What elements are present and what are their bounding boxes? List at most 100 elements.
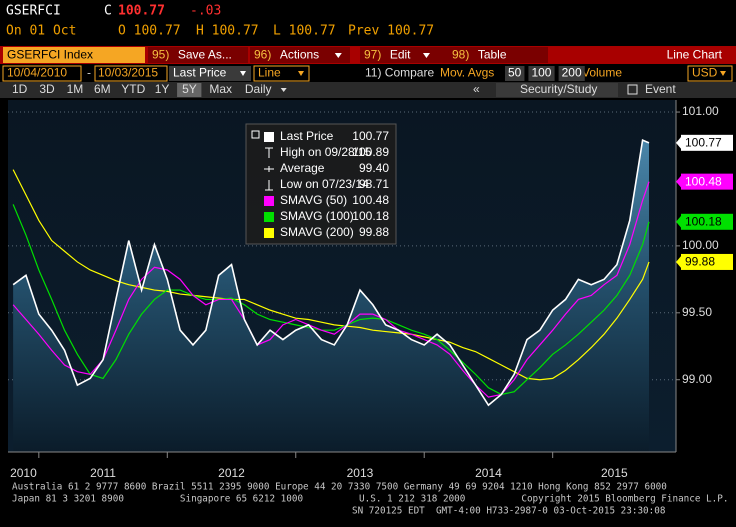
dropdown-arrow <box>298 71 304 76</box>
quote-date: On 01 Oct <box>6 24 76 39</box>
toolbar-button[interactable] <box>148 47 248 63</box>
style-select[interactable] <box>253 65 310 82</box>
currency[interactable]: USD <box>692 66 718 80</box>
legend-value: 99.88 <box>359 225 389 239</box>
toolbar-button[interactable] <box>360 47 460 63</box>
x-tick-label: 2015 <box>601 466 628 480</box>
ticker: GSERFCI <box>6 4 61 19</box>
security-field[interactable] <box>3 47 145 63</box>
footer-line: SN 720125 EDT GMT-4:00 H733-2987-0 03-Oc… <box>352 506 665 517</box>
period[interactable]: 50 <box>508 66 522 80</box>
period-box[interactable] <box>558 66 585 81</box>
legend-value: 100.18 <box>352 209 389 223</box>
legend-label: SMAVG (100) <box>280 209 354 223</box>
change: -.03 <box>190 4 221 19</box>
range[interactable]: 5Y <box>182 82 197 96</box>
button-number[interactable]: 96) <box>254 48 271 62</box>
end-label: 100.18 <box>685 214 722 228</box>
button-number[interactable]: 98) <box>452 48 469 62</box>
study[interactable]: Security/Study <box>520 82 597 96</box>
period[interactable]: 100 <box>531 66 551 80</box>
plot <box>8 111 676 452</box>
x-tick-label: 2013 <box>347 466 374 480</box>
button-label[interactable]: Actions <box>280 48 319 62</box>
series-line <box>12 204 650 396</box>
legend-label: High on 09/28/15 <box>280 145 372 159</box>
range[interactable]: YTD <box>121 82 145 96</box>
range[interactable]: 1Y <box>155 82 170 96</box>
legend-swatch <box>264 132 274 142</box>
view-name: Line Chart <box>667 48 723 62</box>
button-number[interactable]: 97) <box>364 48 381 62</box>
close-label: C <box>104 4 112 19</box>
dropdown-arrow <box>334 53 342 58</box>
toolbar-button[interactable] <box>448 47 548 63</box>
button-label[interactable]: Table <box>478 48 507 62</box>
end-label-box <box>681 173 733 190</box>
legend-swatch <box>264 228 274 238</box>
end-label-box <box>681 253 733 270</box>
dropdown-arrow <box>422 53 430 58</box>
x-tick-label: 2011 <box>90 466 116 480</box>
series-line <box>12 139 650 407</box>
currency-select[interactable] <box>687 65 733 82</box>
compare[interactable]: 11) Compare <box>365 66 434 80</box>
button-label[interactable]: Save As... <box>178 48 232 62</box>
mov-avgs[interactable]: Mov. Avgs <box>440 66 494 80</box>
end-label-box <box>681 134 733 151</box>
study-button[interactable] <box>496 83 618 97</box>
collapse[interactable]: « <box>473 82 480 96</box>
low: L 100.77 <box>273 24 336 39</box>
field[interactable]: Last Price <box>173 66 227 80</box>
end-label-pointer <box>676 174 682 189</box>
period-box[interactable] <box>505 66 525 81</box>
legend-collapse[interactable] <box>251 130 260 139</box>
legend-swatch <box>264 196 274 206</box>
legend-label: Low on 07/23/14 <box>280 177 369 191</box>
period[interactable]: 200 <box>562 66 582 80</box>
legend-value: 98.71 <box>359 177 389 191</box>
range[interactable]: 1M <box>67 82 84 96</box>
button-number[interactable]: 95) <box>152 48 169 62</box>
legend-value: 100.48 <box>352 193 389 207</box>
range[interactable]: 3D <box>39 82 55 96</box>
frequency[interactable]: Daily <box>245 82 272 96</box>
end-date-field[interactable] <box>94 65 168 82</box>
range[interactable]: 6M <box>94 82 111 96</box>
range[interactable]: 1D <box>12 82 28 96</box>
end-label-pointer <box>676 214 682 229</box>
period-box[interactable] <box>528 66 555 81</box>
start-date[interactable]: 10/04/2010 <box>7 66 67 80</box>
legend-value: 99.40 <box>359 161 389 175</box>
y-tick-label: 100.00 <box>682 238 719 252</box>
range[interactable]: Max <box>209 82 232 96</box>
y-tick-label: 99.00 <box>682 372 712 386</box>
legend-label: SMAVG (200) <box>280 225 354 239</box>
end-label: 99.88 <box>685 255 715 269</box>
button-label[interactable]: Edit <box>390 48 411 62</box>
price: 100.77 <box>118 4 165 19</box>
security[interactable]: GSERFCI Index <box>7 48 93 62</box>
end-label-box <box>681 213 733 230</box>
x-tick-label: 2010 <box>10 466 37 480</box>
x-tick-label: 2012 <box>218 466 245 480</box>
end-label: 100.48 <box>685 174 722 188</box>
dropdown-arrow <box>720 71 726 76</box>
legend-value: 100.89 <box>352 145 389 159</box>
field-select[interactable] <box>169 66 251 81</box>
legend-label: SMAVG (50) <box>280 193 347 207</box>
event[interactable]: Event <box>645 82 676 96</box>
end-label: 100.77 <box>685 136 722 150</box>
range-selected <box>177 83 202 97</box>
footer-line: Australia 61 2 9777 8600 Brazil 5511 239… <box>12 482 667 493</box>
legend-value: 100.77 <box>352 129 389 143</box>
start-date-field[interactable] <box>2 65 82 82</box>
toolbar-button[interactable] <box>250 47 350 63</box>
volume[interactable]: Volume <box>582 66 622 80</box>
footer-line: Japan 81 3 3201 8900 Singapore 65 6212 1… <box>12 494 728 505</box>
dropdown-arrow <box>280 88 287 92</box>
dropdown-arrow <box>240 71 246 76</box>
style[interactable]: Line <box>258 66 281 80</box>
end-date[interactable]: 10/03/2015 <box>98 66 158 80</box>
